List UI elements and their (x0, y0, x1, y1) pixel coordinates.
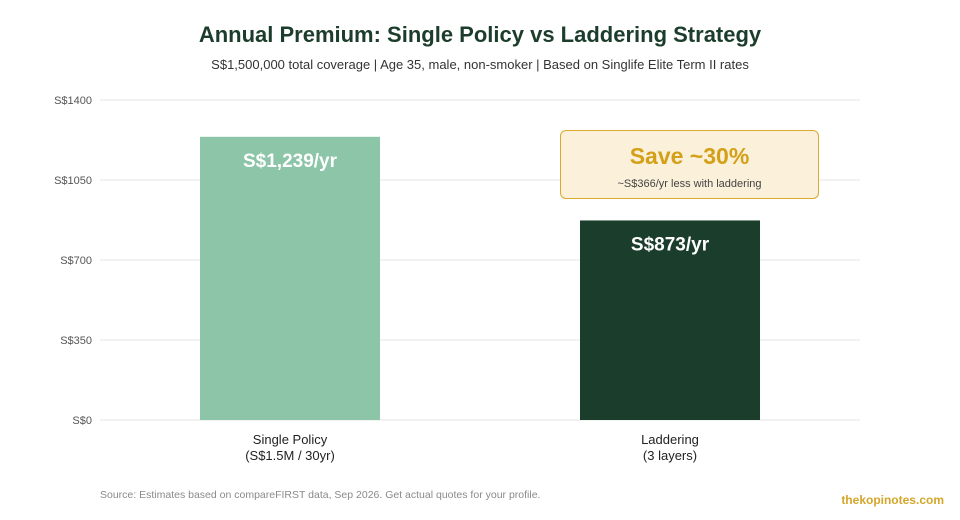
savings-callout-subtitle: ~S$366/yr less with laddering (617, 178, 762, 190)
x-tick-label: (3 layers) (643, 448, 697, 463)
brand-watermark: thekopinotes.com (841, 493, 944, 507)
x-axis-ticks: Single Policy(S$1.5M / 30yr) Laddering(3 … (245, 432, 699, 463)
y-axis-ticks: S$0 S$350 S$700 S$1050 S$1400 (54, 95, 92, 427)
y-tick-label: S$350 (60, 335, 92, 347)
chart-subtitle: S$1,500,000 total coverage | Age 35, mal… (211, 57, 749, 72)
bar (200, 136, 380, 421)
bar (580, 220, 760, 420)
savings-callout: Save ~30% ~S$366/yr less with laddering (560, 130, 819, 199)
y-tick-label: S$1400 (54, 95, 92, 107)
x-tick-label: (S$1.5M / 30yr) (245, 448, 335, 463)
source-note: Source: Estimates based on compareFIRST … (100, 489, 541, 501)
chart-title: Annual Premium: Single Policy vs Ladderi… (198, 22, 762, 47)
bar-data-label: S$1,239/yr (243, 151, 338, 172)
bar-data-label: S$873/yr (631, 234, 710, 255)
y-tick-label: S$700 (60, 255, 92, 267)
x-tick-label: Laddering (641, 432, 699, 447)
savings-callout-title: Save ~30% (629, 143, 750, 169)
y-tick-label: S$0 (72, 415, 92, 427)
bars (200, 136, 760, 421)
y-tick-label: S$1050 (54, 175, 92, 187)
data-labels: S$1,239/yr S$873/yr (243, 151, 710, 256)
x-tick-label: Single Policy (253, 432, 328, 447)
